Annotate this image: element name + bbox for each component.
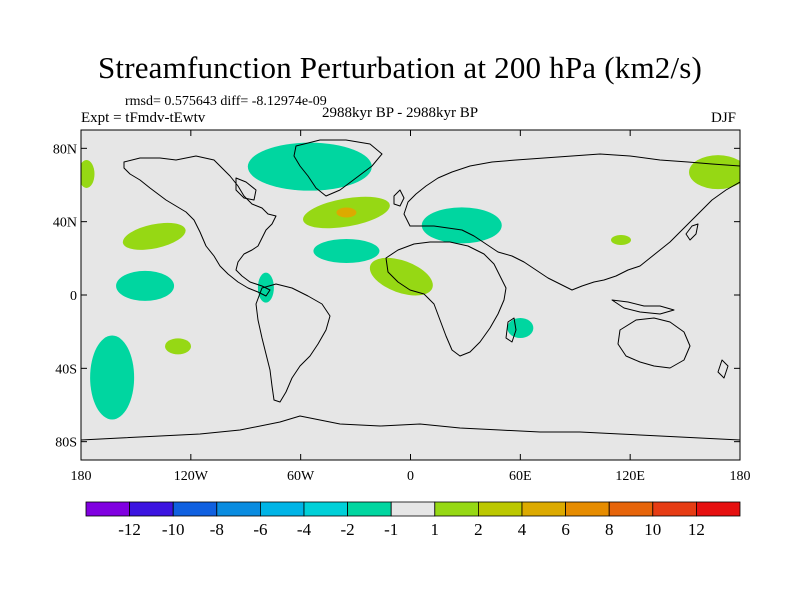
anomaly-north-pacific (122, 222, 186, 250)
anomaly-south-africa (507, 318, 534, 338)
lon-tick-label: 120E (615, 469, 645, 484)
colorbar-label: -2 (341, 520, 355, 539)
coastline-uk (393, 189, 405, 207)
colorbar-box (696, 501, 741, 517)
colorbar-box (129, 501, 174, 517)
anomaly-dateline-arctic-west (81, 160, 95, 188)
coastline-madagascar (505, 317, 517, 343)
colorbar-label: 6 (561, 520, 570, 539)
colorbar-label: 10 (644, 520, 661, 539)
colorbar-box (85, 501, 130, 517)
lat-tick-label: 40S (55, 362, 77, 377)
anomaly-tropical-pacific-east (116, 270, 175, 301)
coastline-japan (685, 223, 699, 241)
colorbar-label: 8 (605, 520, 614, 539)
colorbar-box (477, 501, 523, 517)
period-label: 2988kyr BP - 2988kyr BP (322, 105, 479, 121)
lat-tick-label: 80S (55, 436, 77, 451)
colorbar-label: -12 (118, 520, 141, 539)
anomaly-south-pacific-small (165, 338, 192, 355)
colorbar-label: 4 (518, 520, 527, 539)
lon-tick-label: 60W (287, 469, 315, 484)
colorbar-label: 12 (688, 520, 705, 539)
chart-title: Streamfunction Perturbation at 200 hPa (… (97, 50, 703, 85)
colorbar-box (259, 501, 305, 517)
colorbar-box (652, 501, 697, 517)
coastline-greenland (293, 139, 383, 197)
coastline-new-zealand (717, 359, 729, 379)
lat-tick-label: 80N (53, 142, 77, 157)
coastline-antarctica (81, 415, 740, 441)
lat-tick-label: 0 (70, 289, 77, 304)
colorbar-box (521, 501, 566, 517)
anomaly-north-atlantic-high-lat (247, 142, 372, 191)
lon-tick-label: 180 (730, 469, 751, 484)
coastline-indonesia (611, 299, 675, 315)
colorbar-box (347, 501, 392, 517)
lon-tick-label: 180 (71, 469, 92, 484)
coastline-south-america (255, 283, 331, 403)
experiment-label: Expt = tFmdv-tEwtv (81, 110, 206, 126)
colorbar-box (434, 501, 479, 517)
coastline-north-america (123, 155, 277, 297)
colorbar-box (565, 501, 610, 517)
colorbar-box (608, 501, 654, 517)
colorbar-label: -8 (210, 520, 224, 539)
anomaly-siberia-east (689, 155, 740, 190)
anomaly-mediterranean (421, 207, 502, 244)
coastline-australia (617, 317, 691, 369)
lat-tick-label: 40N (53, 216, 77, 231)
colorbar-box (303, 501, 348, 517)
anomaly-south-pacific-west (90, 335, 135, 420)
stats-label: rmsd= 0.575643 diff= -8.12974e-09 (125, 94, 327, 109)
lon-tick-label: 120W (174, 469, 209, 484)
anomaly-north-atlantic-core (336, 207, 357, 218)
colorbar-label: 2 (474, 520, 483, 539)
coastline-africa (385, 241, 507, 357)
coastline-hudson-bay (235, 177, 257, 201)
colorbar-box (390, 501, 436, 517)
colorbar-label: -10 (162, 520, 185, 539)
coastline-eurasia (403, 153, 740, 291)
colorbar-label: -6 (253, 520, 267, 539)
lon-tick-label: 60E (509, 469, 532, 484)
colorbar-label: -1 (384, 520, 398, 539)
colorbar-label: -4 (297, 520, 312, 539)
colorbar-box (216, 501, 261, 517)
anomaly-subtropical-atlantic (313, 239, 380, 263)
season-label: DJF (711, 110, 737, 126)
anomaly-east-asia (611, 235, 632, 245)
anomaly-west-africa (369, 257, 433, 296)
colorbar-box (172, 501, 218, 517)
colorbar-label: 1 (431, 520, 440, 539)
lon-tick-label: 0 (407, 469, 414, 484)
